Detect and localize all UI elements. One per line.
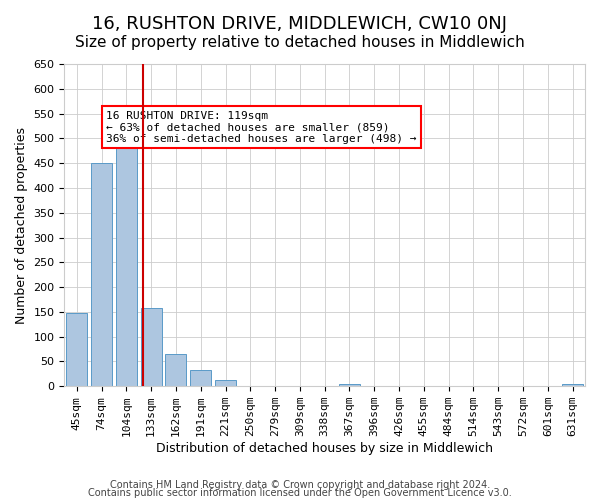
Bar (66, 313, 88, 386)
X-axis label: Distribution of detached houses by size in Middlewich: Distribution of detached houses by size … (156, 442, 493, 455)
Text: Contains HM Land Registry data © Crown copyright and database right 2024.: Contains HM Land Registry data © Crown c… (110, 480, 490, 490)
Bar (215, 380, 236, 386)
Bar (166, 354, 187, 386)
Bar (91, 163, 112, 386)
Text: 16 RUSHTON DRIVE: 119sqm
← 63% of detached houses are smaller (859)
36% of semi-: 16 RUSHTON DRIVE: 119sqm ← 63% of detach… (106, 110, 416, 144)
Bar (140, 308, 162, 386)
Bar (562, 384, 583, 386)
Bar (116, 134, 137, 386)
Text: Contains public sector information licensed under the Open Government Licence v3: Contains public sector information licen… (88, 488, 512, 498)
Text: Size of property relative to detached houses in Middlewich: Size of property relative to detached ho… (75, 35, 525, 50)
Text: 16, RUSHTON DRIVE, MIDDLEWICH, CW10 0NJ: 16, RUSHTON DRIVE, MIDDLEWICH, CW10 0NJ (92, 15, 508, 33)
Bar (190, 370, 211, 386)
Y-axis label: Number of detached properties: Number of detached properties (15, 126, 28, 324)
Bar (339, 384, 360, 386)
